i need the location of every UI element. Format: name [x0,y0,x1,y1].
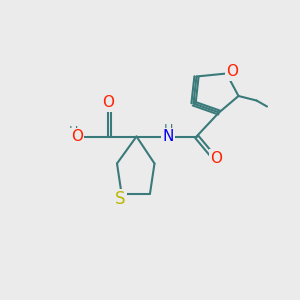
Text: O: O [71,129,83,144]
Text: N: N [162,129,174,144]
Text: S: S [115,190,125,208]
Text: O: O [210,151,222,166]
Text: O: O [226,64,238,80]
Text: H: H [163,123,173,136]
Text: H: H [69,125,78,139]
Text: O: O [102,95,114,110]
